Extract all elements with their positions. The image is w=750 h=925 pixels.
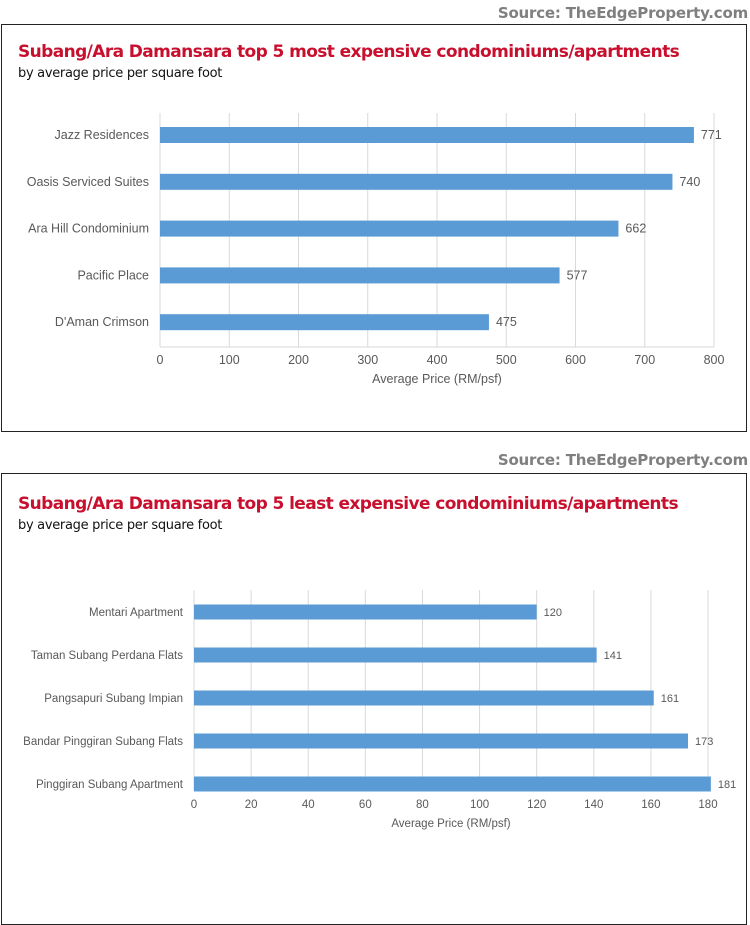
category-label: Jazz Residences <box>55 128 150 142</box>
chart-panel-most-expensive: Subang/Ara Damansara top 5 most expensiv… <box>1 24 747 432</box>
tick-label: 600 <box>565 353 586 367</box>
chart-subtitle: by average price per square foot <box>18 518 223 533</box>
tick-label: 120 <box>527 799 546 811</box>
category-label: D'Aman Crimson <box>55 315 149 329</box>
tick-label: 20 <box>245 799 258 811</box>
tick-label: 300 <box>357 353 378 367</box>
bar-chart-least-expensive: Mentari Apartment 120 Taman Subang Perdana… <box>23 590 736 830</box>
data-label: 577 <box>567 268 588 282</box>
bar <box>194 690 654 706</box>
bar <box>160 173 673 190</box>
tick-label: 0 <box>157 353 164 367</box>
tick-label: 800 <box>704 353 725 367</box>
tick-label: 500 <box>496 353 517 367</box>
data-label: 141 <box>604 650 622 662</box>
data-label: 161 <box>661 693 679 705</box>
tick-label: 0 <box>191 799 197 811</box>
tick-label: 40 <box>302 799 315 811</box>
category-label: Pacific Place <box>77 268 149 282</box>
tick-label: 160 <box>641 799 660 811</box>
x-axis-title: Average Price (RM/psf) <box>391 818 510 830</box>
data-label: 771 <box>701 128 722 142</box>
data-label: 173 <box>695 736 713 748</box>
chart-subtitle: by average price per square foot <box>18 66 223 81</box>
category-label: Pinggiran Subang Apartment <box>36 779 184 791</box>
bar <box>194 776 711 792</box>
source-text-top: Source: TheEdgeProperty.com <box>497 4 748 22</box>
bar <box>194 604 537 620</box>
bar-chart-most-expensive: Jazz Residences 771 Oasis Serviced Suites 7… <box>27 113 725 386</box>
bar <box>160 314 489 331</box>
bar <box>194 733 689 749</box>
tick-label: 100 <box>470 799 489 811</box>
chart-title: Subang/Ara Damansara top 5 least expensi… <box>18 494 679 514</box>
chart-title: Subang/Ara Damansara top 5 most expensiv… <box>18 42 680 62</box>
category-label: Mentari Apartment <box>89 607 184 619</box>
category-label: Taman Subang Perdana Flats <box>31 650 183 662</box>
tick-label: 200 <box>288 353 309 367</box>
data-label: 120 <box>544 607 562 619</box>
bar <box>160 267 560 284</box>
bar <box>160 220 619 237</box>
chart-panel-least-expensive: Subang/Ara Damansara top 5 least expensi… <box>1 473 747 925</box>
tick-label: 140 <box>584 799 603 811</box>
data-label: 662 <box>625 222 646 236</box>
x-axis-title: Average Price (RM/psf) <box>372 372 502 386</box>
tick-label: 400 <box>427 353 448 367</box>
tick-label: 700 <box>634 353 655 367</box>
category-label: Oasis Serviced Suites <box>27 175 149 189</box>
tick-label: 80 <box>416 799 429 811</box>
bar <box>160 127 694 143</box>
tick-label: 100 <box>219 353 240 367</box>
data-label: 740 <box>679 175 700 189</box>
tick-label: 180 <box>698 799 717 811</box>
tick-label: 60 <box>359 799 372 811</box>
data-label: 181 <box>718 779 736 791</box>
category-label: Ara Hill Condominium <box>28 222 149 236</box>
category-label: Pangsapuri Subang Impian <box>44 693 183 705</box>
source-text-bottom: Source: TheEdgeProperty.com <box>497 451 748 469</box>
category-label: Bandar Pinggiran Subang Flats <box>23 736 183 748</box>
bar <box>194 647 597 663</box>
data-label: 475 <box>496 315 517 329</box>
